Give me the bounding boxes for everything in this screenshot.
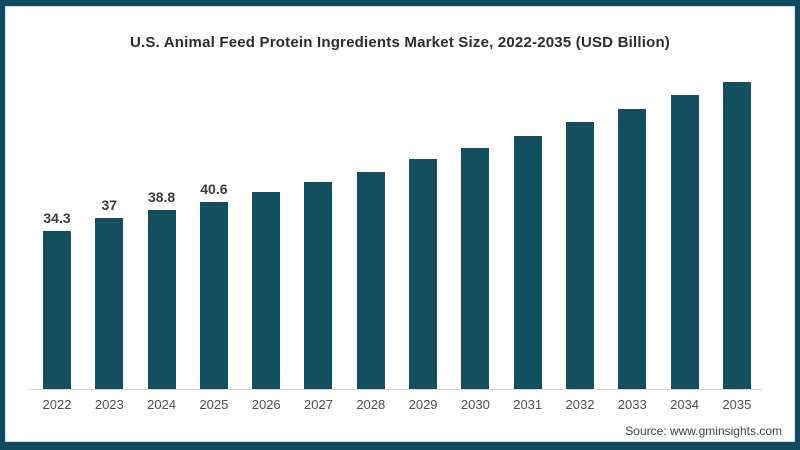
- bar: [618, 109, 647, 389]
- bar-value-label: 38.8: [147, 189, 176, 205]
- bar: [304, 182, 333, 389]
- bar-column-2033: 2033: [618, 109, 647, 412]
- source-attribution: Source: www.gminsights.com: [625, 424, 782, 438]
- bar: [513, 136, 542, 389]
- bar-column-2035: 2035: [722, 82, 751, 412]
- bar-column-2028: 2028: [356, 172, 385, 412]
- x-axis-tick-label: 2027: [304, 397, 333, 412]
- bar-value-label: 40.6: [200, 181, 228, 197]
- bar: [95, 218, 124, 389]
- x-axis-tick-label: 2032: [565, 397, 595, 412]
- bar-column-2022: 34.3 2022: [43, 210, 72, 412]
- bar-column-2032: 2032: [565, 122, 594, 412]
- bar-column-2030: 2030: [461, 148, 490, 412]
- x-axis-tick-label: 2029: [408, 397, 438, 412]
- bar: [43, 231, 71, 389]
- bar: [670, 95, 699, 389]
- bar: [147, 210, 176, 389]
- chart-title: U.S. Animal Feed Protein Ingredients Mar…: [129, 34, 671, 51]
- x-axis-tick-label: 2030: [460, 397, 490, 412]
- x-axis-tick-label: 2034: [670, 397, 700, 412]
- bar-column-2034: 2034: [670, 95, 699, 412]
- bar-column-2023: 37 2023: [95, 197, 124, 412]
- bar-column-2027: 2027: [304, 182, 333, 412]
- x-axis-tick-label: 2026: [251, 397, 281, 412]
- x-axis-tick-label: 2031: [513, 397, 543, 412]
- bar-column-2029: 2029: [409, 159, 438, 412]
- bar: [722, 82, 751, 389]
- bar-plot-area: 34.3 2022 37 2023 38.8 2024 40.6 2025 20…: [43, 69, 751, 412]
- bar: [565, 122, 594, 389]
- bar: [356, 172, 385, 389]
- bar: [199, 202, 228, 389]
- x-axis-tick-label: 2035: [722, 397, 752, 412]
- x-axis-tick-label: 2022: [42, 397, 72, 412]
- bar: [461, 148, 490, 389]
- x-axis-tick-label: 2033: [617, 397, 647, 412]
- bar: [409, 159, 438, 389]
- bar: [252, 192, 281, 389]
- bar-column-2026: 2026: [252, 192, 281, 412]
- x-axis-tick-label: 2025: [199, 397, 229, 412]
- x-axis-tick-label: 2028: [356, 397, 386, 412]
- bar-value-label: 34.3: [43, 210, 71, 226]
- x-axis-tick-label: 2024: [147, 397, 177, 412]
- x-axis-line: [28, 389, 762, 390]
- bar-column-2031: 2031: [513, 136, 542, 412]
- x-axis-tick-label: 2023: [94, 397, 124, 412]
- bar-column-2024: 38.8 2024: [147, 189, 176, 412]
- bar-column-2025: 40.6 2025: [199, 181, 228, 412]
- bar-value-label: 37: [101, 197, 118, 213]
